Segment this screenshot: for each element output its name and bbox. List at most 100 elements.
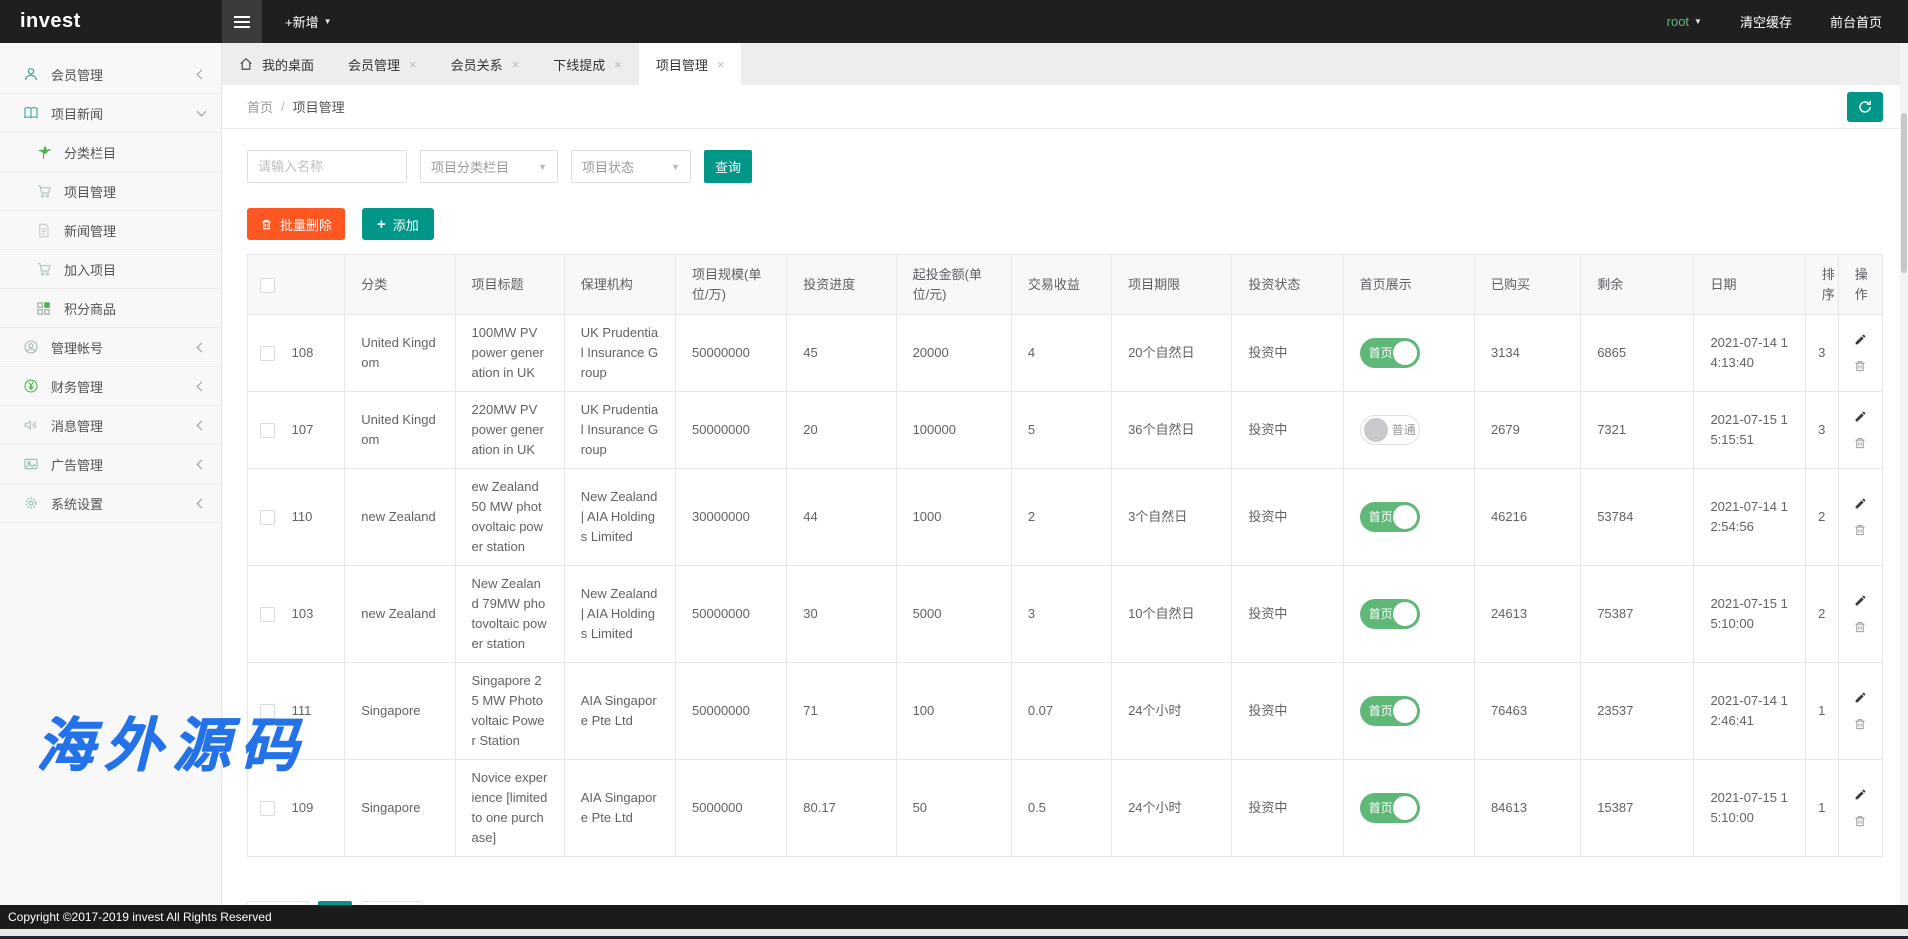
sidebar-item-ad-management[interactable]: 广告管理 (0, 445, 221, 484)
add-new-dropdown[interactable]: +新增 ▼ (285, 15, 332, 30)
cell-remain: 15387 (1580, 759, 1695, 857)
search-button[interactable]: 查询 (704, 150, 752, 183)
tab-downline-commission[interactable]: 下线提成 × (553, 56, 622, 73)
edit-icon[interactable] (1854, 410, 1867, 423)
delete-icon[interactable] (1853, 620, 1867, 634)
image-icon (22, 456, 39, 473)
cell-scale: 30000000 (675, 468, 788, 566)
cell-profit: 3 (1010, 565, 1113, 663)
sidebar-item-project-management[interactable]: 项目管理 (0, 172, 221, 211)
home-display-toggle[interactable]: 首页 (1359, 696, 1420, 726)
sidebar-item-points-goods[interactable]: 积分商品 (0, 289, 221, 328)
sidebar: 会员管理 项目新闻 分类栏目 项目管理 新闻管理 加入项目 积分商品 (0, 43, 222, 905)
sidebar-item-category-column[interactable]: 分类栏目 (0, 133, 221, 172)
batch-delete-button[interactable]: 批量删除 (247, 208, 346, 240)
cell-profit: 0.07 (1010, 662, 1113, 760)
action-row: 批量删除 + 添加 (247, 208, 1883, 240)
row-checkbox[interactable] (260, 606, 275, 622)
toggle-knob (1392, 505, 1417, 529)
cell-title: Novice experience [limited to one purcha… (454, 759, 565, 857)
delete-icon[interactable] (1853, 436, 1867, 450)
clear-cache-link[interactable]: 清空缓存 (1739, 15, 1792, 30)
close-icon[interactable]: × (409, 56, 417, 72)
column-header: 操作 (1837, 254, 1884, 315)
column-header: 起投金额(单位/元) (895, 254, 1012, 315)
add-button[interactable]: + 添加 (362, 208, 434, 240)
row-id: 108 (291, 345, 314, 361)
close-icon[interactable]: × (716, 56, 725, 72)
footer-edge (0, 936, 1908, 939)
row-id: 107 (291, 422, 314, 438)
edit-icon[interactable] (1854, 333, 1867, 346)
delete-icon[interactable] (1853, 523, 1867, 537)
edit-icon[interactable] (1854, 788, 1867, 801)
front-home-link[interactable]: 前台首页 (1829, 15, 1882, 30)
row-checkbox[interactable] (260, 345, 275, 361)
cell-min-invest: 100000 (895, 391, 1012, 469)
sidebar-collapse-button[interactable] (222, 0, 262, 43)
cell-sort: 3 (1804, 314, 1839, 392)
sidebar-item-project-news[interactable]: 项目新闻 (0, 94, 221, 133)
cell-date: 2021-07-15 15:10:00 (1693, 565, 1806, 663)
sidebar-item-message-management[interactable]: 消息管理 (0, 406, 221, 445)
sidebar-item-join-project[interactable]: 加入项目 (0, 250, 221, 289)
cell-progress: 45 (786, 314, 897, 392)
cell-date: 2021-07-14 12:46:41 (1693, 662, 1806, 760)
copyright-text: Copyright ©2017-2019 invest All Rights R… (8, 910, 272, 924)
cart-icon (35, 261, 52, 278)
cell-progress: 71 (786, 662, 897, 760)
breadcrumb: 首页 / 项目管理 (222, 85, 1908, 129)
tab-member-management[interactable]: 会员管理 × (348, 56, 417, 73)
close-icon[interactable]: × (511, 56, 520, 72)
name-search-input[interactable] (247, 150, 407, 183)
cell-status: 投资中 (1231, 662, 1344, 760)
user-menu[interactable]: root ▼ (1666, 14, 1702, 29)
sidebar-item-member-management[interactable]: 会员管理 (0, 55, 221, 94)
edit-icon[interactable] (1854, 691, 1867, 704)
cell-period: 24个小时 (1111, 662, 1233, 760)
home-display-toggle[interactable]: 普通 (1359, 415, 1420, 445)
cell-bought: 84613 (1473, 759, 1582, 857)
cell-status: 投资中 (1231, 314, 1344, 392)
sidebar-item-system-settings[interactable]: 系统设置 (0, 484, 221, 523)
edit-icon[interactable] (1854, 594, 1867, 607)
refresh-button[interactable] (1847, 92, 1883, 122)
tab-my-desktop[interactable]: 我的桌面 (222, 43, 331, 85)
sidebar-item-news-management[interactable]: 新闻管理 (0, 211, 221, 250)
file-icon (35, 222, 52, 239)
cell-progress: 44 (786, 468, 897, 566)
edit-icon[interactable] (1854, 497, 1867, 510)
home-display-toggle[interactable]: 首页 (1359, 338, 1420, 368)
cell-scale: 5000000 (675, 759, 788, 857)
toggle-knob (1392, 699, 1417, 723)
cell-category: Singapore (344, 662, 456, 760)
scrollbar-thumb[interactable] (1901, 113, 1907, 273)
close-icon[interactable]: × (614, 56, 622, 72)
cell-bought: 76463 (1473, 662, 1582, 760)
category-select[interactable]: 项目分类栏目 ▼ (420, 150, 558, 183)
row-checkbox[interactable] (260, 800, 275, 816)
chevron-left-icon (196, 342, 207, 352)
home-display-toggle[interactable]: 首页 (1359, 599, 1420, 629)
home-display-toggle[interactable]: 首页 (1359, 793, 1420, 823)
tab-project-management[interactable]: 项目管理 × (638, 43, 742, 85)
select-all-checkbox[interactable] (260, 277, 275, 293)
sidebar-item-admin-accounts[interactable]: 管理帐号 (0, 328, 221, 367)
home-display-toggle[interactable]: 首页 (1359, 502, 1420, 532)
cell-profit: 4 (1010, 314, 1113, 392)
row-checkbox[interactable] (260, 509, 275, 525)
sidebar-item-finance-management[interactable]: 财务管理 (0, 367, 221, 406)
row-checkbox[interactable] (260, 422, 275, 438)
cell-scale: 50000000 (675, 662, 788, 760)
chevron-left-icon (196, 381, 207, 391)
delete-icon[interactable] (1853, 717, 1867, 731)
delete-icon[interactable] (1853, 359, 1867, 373)
row-checkbox[interactable] (260, 703, 275, 719)
tab-member-relations[interactable]: 会员关系 × (450, 56, 520, 73)
status-select[interactable]: 项目状态 ▼ (571, 150, 691, 183)
scrollbar[interactable] (1900, 43, 1908, 905)
delete-icon[interactable] (1853, 814, 1867, 828)
breadcrumb-home-link[interactable]: 首页 (247, 100, 274, 115)
chevron-down-icon (196, 106, 207, 117)
table-row: 110 new Zealand ew Zealand 50 MW photovo… (246, 468, 1884, 566)
